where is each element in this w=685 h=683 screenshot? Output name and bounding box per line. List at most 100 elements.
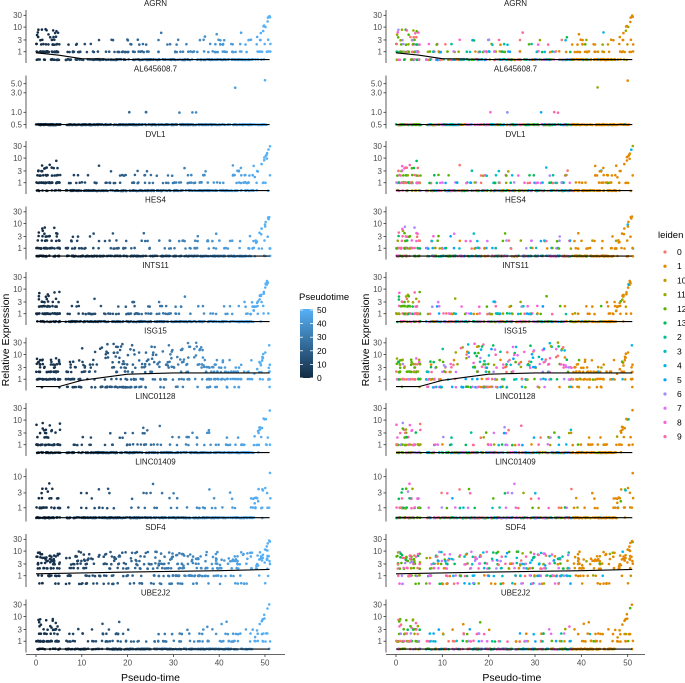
data-point <box>624 25 628 28</box>
data-point <box>222 181 225 185</box>
y-tick-label: 1 <box>18 179 23 188</box>
panel-title: AGRN <box>504 0 527 8</box>
data-point <box>396 174 399 177</box>
data-point <box>491 43 494 46</box>
data-point <box>118 385 122 389</box>
data-point <box>511 312 514 316</box>
data-point <box>67 43 70 46</box>
data-point <box>118 181 122 184</box>
data-point <box>196 50 199 54</box>
data-point <box>237 385 241 389</box>
data-point <box>395 370 398 373</box>
data-point <box>458 38 462 42</box>
data-point <box>50 166 53 169</box>
data-point <box>54 305 58 308</box>
data-point <box>517 174 520 177</box>
data-point <box>144 312 148 315</box>
data-point <box>36 312 39 315</box>
data-point <box>48 181 52 185</box>
data-point <box>490 312 494 316</box>
data-point <box>479 181 483 185</box>
data-point <box>140 239 143 242</box>
data-point <box>55 174 58 177</box>
data-point <box>609 378 612 381</box>
data-point <box>80 347 84 350</box>
data-point <box>444 43 447 46</box>
data-point <box>57 300 60 304</box>
data-point <box>75 58 79 61</box>
data-point <box>401 235 404 238</box>
data-point <box>171 378 175 381</box>
trend-line <box>35 52 270 61</box>
data-point <box>69 370 73 374</box>
data-point <box>623 162 626 166</box>
data-point <box>544 378 547 381</box>
data-point <box>55 29 58 33</box>
data-point <box>618 367 622 371</box>
data-point <box>40 300 44 304</box>
data-point <box>245 50 248 54</box>
data-point <box>37 370 41 374</box>
data-point <box>53 31 57 35</box>
data-point <box>239 31 243 34</box>
data-point <box>117 50 120 54</box>
data-point <box>505 386 509 389</box>
data-point <box>37 169 40 172</box>
data-point <box>418 239 422 242</box>
data-point <box>607 312 611 315</box>
data-point <box>37 28 40 32</box>
data-point <box>211 239 214 243</box>
data-point <box>128 110 131 114</box>
data-point <box>494 312 498 315</box>
data-point <box>250 301 254 304</box>
data-point <box>605 300 609 304</box>
data-point <box>523 350 526 354</box>
data-point <box>51 43 55 46</box>
data-point <box>500 50 504 53</box>
data-point <box>239 363 243 367</box>
data-point <box>222 305 226 308</box>
data-point <box>65 385 69 389</box>
data-point <box>199 346 203 349</box>
data-point <box>479 174 483 177</box>
data-point <box>452 246 456 250</box>
data-point <box>200 366 203 369</box>
y-tick-label: 3 <box>18 298 23 307</box>
data-point <box>450 366 453 369</box>
data-point <box>58 290 61 294</box>
data-point <box>631 43 635 46</box>
data-point <box>611 235 614 238</box>
data-point <box>131 50 135 54</box>
data-point <box>265 157 269 160</box>
data-point <box>133 173 137 177</box>
data-point <box>234 377 237 381</box>
data-point <box>77 247 81 250</box>
data-point <box>58 181 61 184</box>
data-point <box>71 385 74 389</box>
data-point <box>177 239 181 243</box>
data-point <box>497 312 501 315</box>
data-point <box>491 344 495 347</box>
data-point <box>52 370 55 374</box>
data-point <box>249 38 253 41</box>
data-point <box>419 174 422 177</box>
data-point <box>560 38 564 42</box>
data-point <box>439 50 442 54</box>
data-point <box>247 247 251 250</box>
data-point <box>239 181 243 185</box>
data-point <box>413 291 417 294</box>
data-point <box>412 362 415 366</box>
data-point <box>221 42 225 46</box>
data-point <box>576 247 580 250</box>
data-point <box>607 50 611 54</box>
data-point <box>486 239 489 243</box>
data-point <box>181 347 184 351</box>
data-point <box>614 239 618 243</box>
data-point <box>193 377 197 381</box>
data-point <box>397 295 401 298</box>
y-tick-label: 30 <box>13 208 22 217</box>
data-point <box>404 50 407 54</box>
data-point <box>262 312 265 315</box>
data-point <box>218 239 221 242</box>
data-point <box>117 305 120 308</box>
